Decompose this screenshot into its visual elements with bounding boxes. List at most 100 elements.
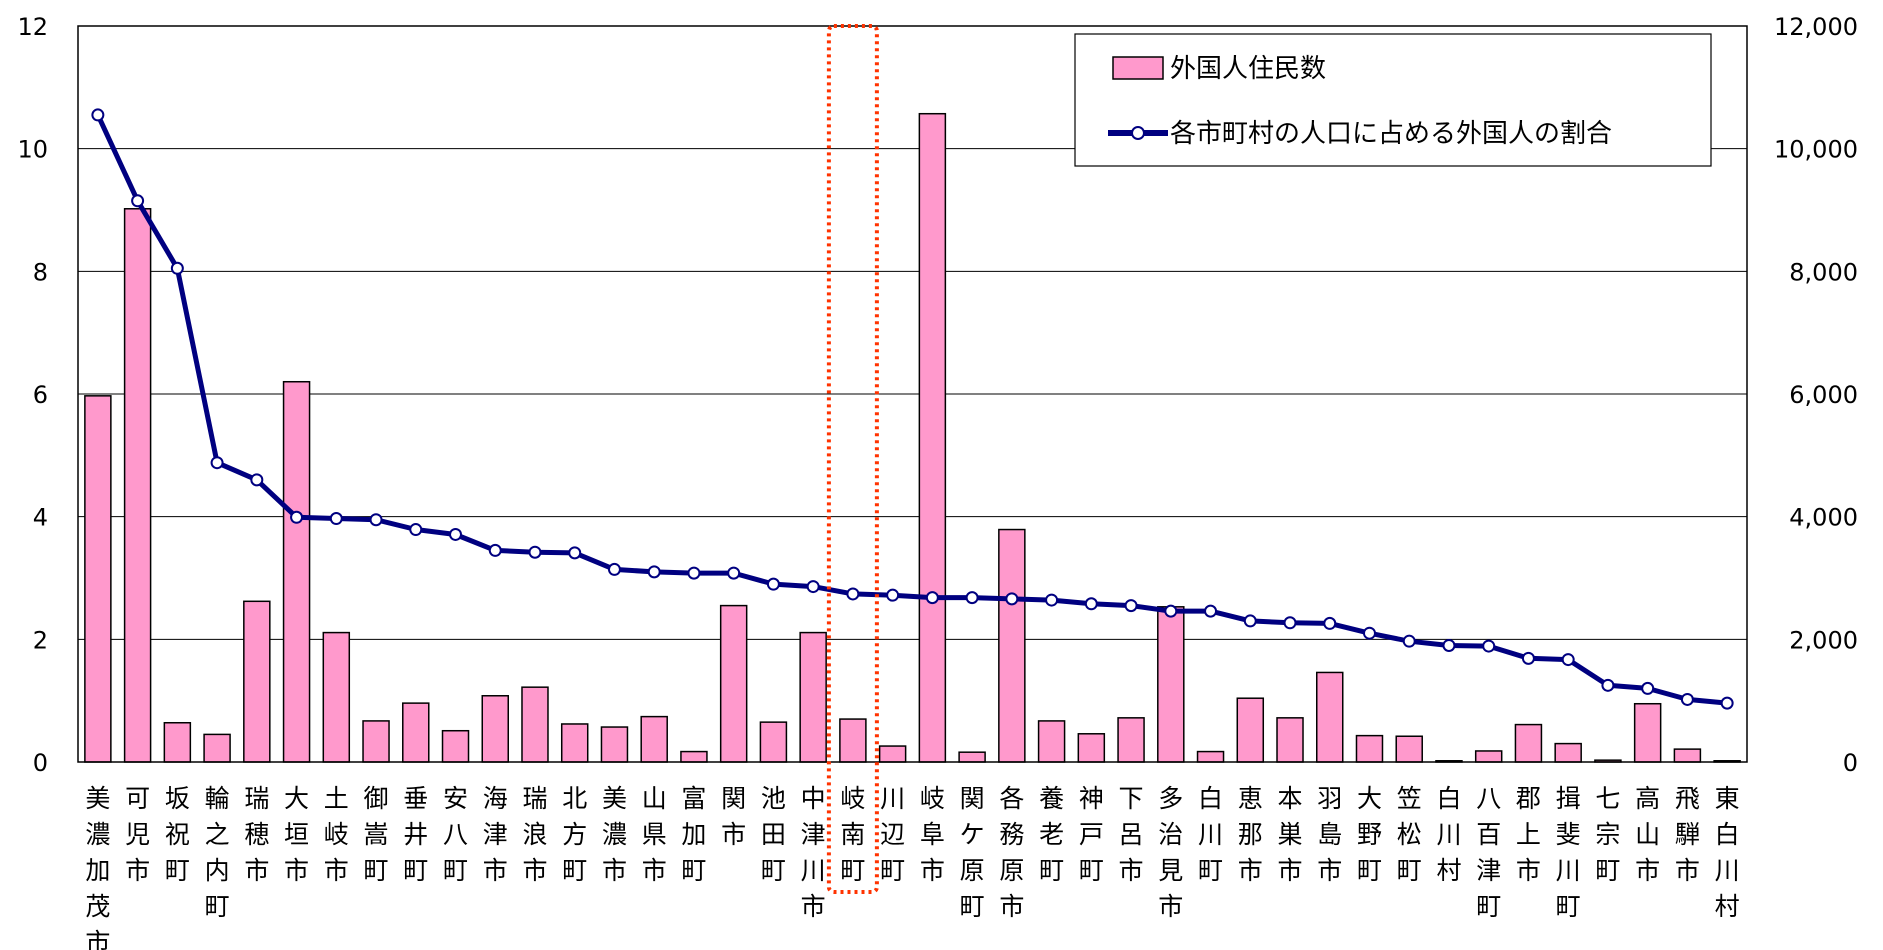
left-tick-label: 8 — [33, 258, 48, 286]
category-label: 富加町 — [681, 784, 706, 885]
category-label: 東白川村 — [1715, 784, 1740, 921]
line-point — [1362, 626, 1376, 640]
bar — [680, 750, 708, 763]
line-point — [846, 587, 860, 601]
bar — [1236, 697, 1265, 763]
bar — [719, 604, 748, 763]
category-label: 御嵩町 — [364, 784, 389, 885]
legend-frame — [1074, 33, 1712, 167]
category-label: 関ケ原町 — [960, 784, 985, 921]
right-tick-label: 10,000 — [1774, 136, 1858, 164]
left-tick-label: 2 — [33, 626, 48, 654]
bar — [1276, 717, 1304, 763]
right-tick-label: 6,000 — [1789, 381, 1858, 409]
line-point — [1641, 681, 1655, 695]
bar-series — [84, 112, 1741, 763]
line-point — [329, 512, 343, 526]
line-point — [528, 545, 542, 559]
line-point — [1442, 638, 1456, 652]
bar — [84, 395, 112, 763]
category-label: 郡上市 — [1516, 784, 1541, 885]
line-point — [210, 456, 224, 470]
category-label: 笠松町 — [1397, 784, 1422, 885]
bar — [958, 751, 986, 763]
line-point — [488, 543, 502, 557]
bar — [362, 720, 390, 763]
line-point — [647, 565, 661, 579]
category-label: 下呂市 — [1119, 784, 1144, 885]
bar — [1355, 734, 1384, 763]
plot-area — [77, 25, 1748, 763]
left-tick-label: 12 — [17, 13, 48, 41]
left-tick-label: 0 — [33, 749, 48, 777]
bar — [1395, 735, 1423, 763]
right-tick-label: 12,000 — [1774, 13, 1858, 41]
left-tick-label: 10 — [17, 136, 48, 164]
line-point — [727, 566, 741, 580]
bar — [1316, 671, 1344, 763]
line-point — [449, 527, 463, 541]
line-point — [766, 577, 780, 591]
category-label: 揖斐川町 — [1556, 784, 1581, 921]
category-label: 可児市 — [125, 784, 150, 885]
bar — [441, 729, 470, 763]
legend: 外国人住民数 各市町村の人口に占める外国人の割合 — [1074, 33, 1712, 167]
line-point — [170, 261, 184, 275]
line-point — [1124, 599, 1138, 613]
category-label: 池田町 — [761, 784, 786, 885]
left-tick-label: 6 — [33, 381, 48, 409]
bar — [1196, 750, 1225, 763]
line-point — [1164, 604, 1178, 618]
bar — [123, 208, 152, 763]
line-point — [1045, 593, 1059, 607]
line-point — [568, 546, 582, 560]
category-labels: 美濃加茂市可児市坂祝町輪之内町瑞穂市大垣市土岐市御嵩町垂井町安八町海津市瑞浪市北… — [85, 784, 1739, 950]
bar — [759, 721, 788, 763]
line-point — [1601, 678, 1615, 692]
line-point — [91, 108, 105, 122]
category-label: 美濃加茂市 — [85, 784, 110, 950]
bar — [1633, 702, 1662, 763]
line-point — [1243, 614, 1257, 628]
line-point — [409, 523, 423, 537]
bar — [1554, 742, 1582, 763]
bar — [1514, 723, 1543, 763]
right-tick-label: 0 — [1843, 749, 1858, 777]
line-point — [886, 588, 900, 602]
ratio-line — [95, 113, 1728, 706]
category-label: 七宗町 — [1595, 784, 1620, 885]
category-label: 中津川市 — [801, 784, 826, 921]
category-label: 垂井町 — [403, 784, 428, 885]
line-point — [925, 591, 939, 605]
legend-bar-swatch — [1112, 56, 1164, 80]
category-label: 白川町 — [1198, 784, 1223, 885]
category-label: 岐南町 — [840, 784, 865, 885]
category-label: 八百津町 — [1476, 784, 1501, 921]
bar — [481, 695, 509, 763]
line-point — [687, 566, 701, 580]
bar — [918, 112, 947, 763]
bar — [521, 686, 549, 763]
category-label: 瑞穂市 — [244, 784, 269, 885]
category-label: 関市 — [721, 784, 746, 849]
bar — [402, 702, 430, 763]
right-axis: 0 2,000 4,000 6,000 8,000 10,000 12,000 — [1774, 13, 1858, 777]
bar — [560, 723, 589, 763]
line-point — [1482, 639, 1496, 653]
bar — [1117, 717, 1145, 763]
line-point — [965, 591, 979, 605]
line-point — [290, 510, 304, 524]
bar — [203, 733, 231, 763]
bar — [878, 745, 907, 763]
category-label: 山県市 — [642, 784, 667, 885]
bar — [163, 721, 192, 763]
line-point — [131, 194, 145, 208]
right-tick-label: 4,000 — [1789, 504, 1858, 532]
line-point — [1084, 597, 1098, 611]
category-label: 海津市 — [483, 784, 508, 885]
right-tick-label: 8,000 — [1789, 258, 1858, 286]
line-series — [91, 108, 1734, 710]
line-point — [1720, 696, 1734, 710]
line-point — [1561, 653, 1575, 667]
